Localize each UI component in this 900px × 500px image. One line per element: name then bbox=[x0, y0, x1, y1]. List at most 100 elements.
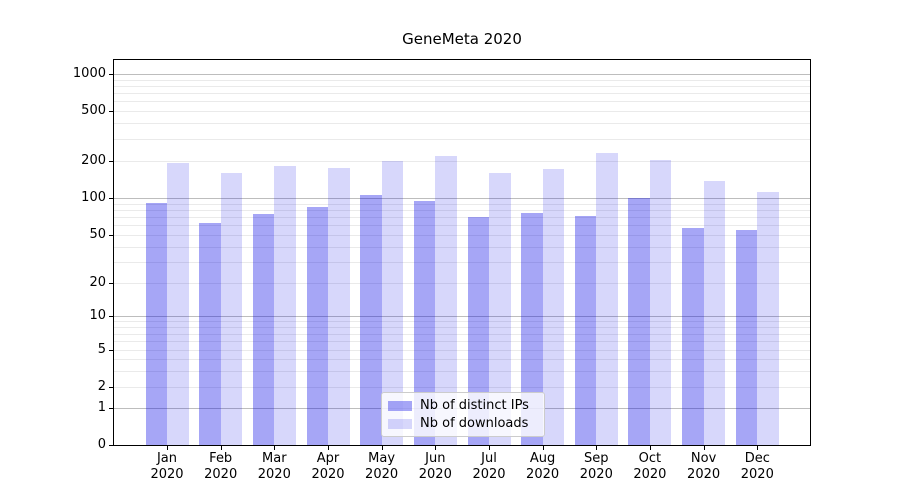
y-tick-label: 0 bbox=[97, 437, 106, 452]
bar-downloads bbox=[703, 181, 726, 445]
y-tick-mark bbox=[109, 161, 113, 162]
x-tick-label: Oct 2020 bbox=[633, 451, 667, 482]
minor-gridline bbox=[114, 246, 810, 248]
y-tick-mark bbox=[109, 198, 113, 199]
minor-gridline bbox=[114, 217, 810, 218]
x-tick-mark bbox=[542, 446, 544, 450]
bar-downloads bbox=[542, 169, 565, 445]
minor-gridline bbox=[114, 333, 810, 335]
minor-gridline bbox=[114, 161, 810, 162]
x-tick-mark bbox=[220, 446, 222, 450]
minor-gridline bbox=[114, 123, 810, 125]
y-tick-label: 20 bbox=[89, 275, 106, 290]
y-tick-label: 100 bbox=[81, 190, 106, 205]
x-tick-label: Feb 2020 bbox=[204, 451, 238, 482]
legend-item-distinct-ips: Nb of distinct IPs bbox=[388, 398, 536, 413]
x-tick-label: Jul 2020 bbox=[472, 451, 506, 482]
bar-distinct-ips bbox=[145, 202, 167, 445]
minor-gridline bbox=[114, 225, 810, 227]
y-tick-mark bbox=[109, 387, 113, 388]
legend-swatch-distinct-ips bbox=[388, 400, 412, 411]
minor-gridline bbox=[114, 209, 810, 211]
minor-gridline bbox=[114, 203, 810, 205]
major-gridline bbox=[114, 74, 810, 75]
x-tick-mark bbox=[328, 446, 329, 450]
x-tick-label: Nov 2020 bbox=[687, 451, 721, 482]
x-tick-mark bbox=[489, 446, 490, 450]
bar-downloads bbox=[328, 168, 350, 445]
x-tick-label: Aug 2020 bbox=[526, 451, 560, 482]
legend-item-downloads: Nb of downloads bbox=[388, 416, 536, 431]
bar-downloads bbox=[220, 172, 243, 445]
y-tick-mark bbox=[109, 316, 113, 317]
major-gridline bbox=[114, 198, 810, 199]
x-tick-mark bbox=[757, 446, 759, 450]
minor-gridline bbox=[114, 359, 810, 360]
legend-label-downloads: Nb of downloads bbox=[420, 416, 529, 431]
minor-gridline bbox=[114, 85, 810, 87]
bar-downloads bbox=[596, 153, 618, 445]
minor-gridline bbox=[114, 370, 810, 372]
bar-distinct-ips bbox=[735, 229, 758, 445]
y-tick-mark bbox=[109, 235, 113, 236]
x-tick-label: Jun 2020 bbox=[418, 451, 452, 482]
minor-gridline bbox=[114, 235, 810, 236]
x-tick-label: Sep 2020 bbox=[579, 451, 613, 482]
y-tick-label: 50 bbox=[89, 227, 106, 242]
minor-gridline bbox=[114, 387, 810, 388]
x-tick-label: Dec 2020 bbox=[740, 451, 774, 482]
bar-distinct-ips bbox=[628, 197, 650, 445]
minor-gridline bbox=[114, 326, 810, 328]
x-tick-mark bbox=[274, 446, 276, 450]
x-tick-label: Mar 2020 bbox=[257, 451, 291, 482]
minor-gridline bbox=[114, 138, 810, 140]
bar-downloads bbox=[649, 159, 672, 445]
plot-area: 0 1 2 5 10 20 50 100 200 500 1000 Jan 2020 Feb 2020 M… bbox=[73, 59, 811, 482]
bar-downloads bbox=[381, 161, 404, 445]
y-tick-mark bbox=[109, 408, 113, 409]
y-tick-label: 200 bbox=[81, 153, 106, 168]
y-tick-label: 500 bbox=[81, 103, 106, 118]
minor-gridline bbox=[114, 101, 810, 103]
x-tick-label: Jan 2020 bbox=[150, 451, 184, 482]
minor-gridline bbox=[114, 79, 810, 81]
bar-downloads bbox=[489, 173, 511, 445]
bar-downloads bbox=[757, 192, 779, 445]
y-tick-mark bbox=[109, 350, 113, 351]
bar-distinct-ips bbox=[306, 207, 328, 445]
y-tick-mark bbox=[109, 74, 113, 75]
minor-gridline bbox=[114, 283, 810, 284]
bar-downloads bbox=[435, 156, 457, 445]
bar-distinct-ips bbox=[360, 195, 382, 445]
x-tick-mark bbox=[649, 446, 651, 450]
bar-distinct-ips bbox=[574, 215, 597, 445]
minor-gridline bbox=[114, 261, 810, 263]
x-tick-mark bbox=[596, 446, 598, 450]
y-tick-label: 1000 bbox=[72, 66, 106, 81]
bar-downloads bbox=[274, 166, 296, 445]
x-tick-mark bbox=[381, 446, 383, 450]
minor-gridline bbox=[114, 350, 810, 351]
x-tick-mark bbox=[435, 446, 437, 450]
bar-distinct-ips bbox=[521, 212, 543, 445]
y-tick-mark bbox=[109, 283, 113, 284]
y-tick-label: 2 bbox=[97, 379, 106, 394]
bar-distinct-ips bbox=[413, 201, 436, 445]
legend: Nb of distinct IPs Nb of downloads bbox=[381, 392, 545, 437]
legend-label-distinct-ips: Nb of distinct IPs bbox=[420, 398, 529, 413]
x-tick-mark bbox=[167, 446, 168, 450]
bar-distinct-ips bbox=[467, 217, 489, 445]
y-tick-label: 10 bbox=[89, 308, 106, 323]
minor-gridline bbox=[114, 93, 810, 94]
x-tick-mark bbox=[703, 446, 705, 450]
bar-distinct-ips bbox=[682, 228, 704, 445]
y-tick-mark bbox=[109, 111, 113, 112]
minor-gridline bbox=[114, 321, 810, 323]
x-tick-label: May 2020 bbox=[365, 451, 399, 482]
minor-gridline bbox=[114, 341, 810, 343]
bar-downloads bbox=[167, 162, 189, 445]
minor-gridline bbox=[114, 111, 810, 112]
major-gridline bbox=[114, 316, 810, 317]
bar-distinct-ips bbox=[199, 222, 221, 445]
